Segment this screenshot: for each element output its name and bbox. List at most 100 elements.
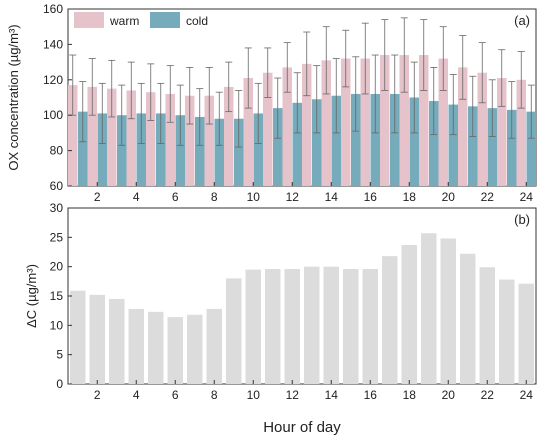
panel-a-y-ticks: 60 80 100 120 140 160 bbox=[43, 2, 72, 193]
bar-delta-c-hour-17 bbox=[382, 256, 398, 384]
legend-swatch-cold bbox=[150, 12, 180, 28]
error-bar-warm-hour-11 bbox=[264, 47, 272, 98]
error-bar-cold-hour-6 bbox=[176, 84, 184, 146]
bar-delta-c-hour-9 bbox=[226, 278, 242, 384]
panel-b-y-tick-label: 0 bbox=[56, 377, 63, 391]
panel-b-x-tick-label: 18 bbox=[403, 388, 417, 402]
error-bar-warm-hour-14 bbox=[322, 26, 330, 95]
bar-cold-hour-12 bbox=[292, 102, 302, 186]
error-bar-cold-hour-15 bbox=[352, 56, 360, 132]
error-bar-cold-hour-13 bbox=[313, 65, 321, 134]
bar-warm-hour-6 bbox=[165, 93, 175, 186]
bar-delta-c-hour-16 bbox=[362, 269, 378, 384]
panel-a-x-tick-label: 6 bbox=[172, 190, 179, 204]
bar-cold-hour-6 bbox=[175, 115, 185, 186]
bar-delta-c-hour-6 bbox=[167, 317, 183, 384]
panel-b-x-tick-label: 4 bbox=[133, 388, 140, 402]
error-bar-warm-hour-17 bbox=[381, 19, 389, 91]
bar-warm-hour-12 bbox=[282, 67, 292, 186]
error-bar-warm-hour-7 bbox=[186, 67, 194, 125]
panel-b-y-axis-title: ΔC (µg/m³) bbox=[24, 264, 39, 328]
error-bar-warm-hour-6 bbox=[166, 65, 174, 123]
panel-a-error-bars bbox=[69, 17, 535, 148]
bar-warm-hour-8 bbox=[204, 95, 214, 186]
bar-delta-c-hour-13 bbox=[304, 266, 320, 384]
error-bar-cold-hour-23 bbox=[508, 81, 516, 139]
bar-delta-c-hour-3 bbox=[109, 298, 125, 384]
error-bar-warm-hour-5 bbox=[147, 63, 155, 121]
panel-b-x-tick-label: 2 bbox=[94, 388, 101, 402]
panel-b-x-tick-label: 8 bbox=[211, 388, 218, 402]
bar-cold-hour-20 bbox=[448, 104, 458, 186]
bar-warm-hour-15 bbox=[341, 58, 351, 187]
bar-delta-c-hour-20 bbox=[440, 238, 456, 384]
bar-warm-hour-17 bbox=[380, 55, 390, 186]
panel-b-x-tick-label: 22 bbox=[481, 388, 495, 402]
bar-cold-hour-10 bbox=[253, 113, 263, 186]
x-axis-title: Hour of day bbox=[263, 419, 341, 436]
bar-cold-hour-15 bbox=[351, 93, 361, 186]
error-bar-warm-hour-23 bbox=[498, 49, 506, 107]
bar-warm-hour-10 bbox=[243, 78, 253, 186]
bar-warm-hour-21 bbox=[458, 67, 468, 186]
bar-warm-hour-2 bbox=[87, 86, 97, 186]
error-bar-warm-hour-13 bbox=[303, 31, 311, 97]
legend-label-cold: cold bbox=[186, 14, 208, 28]
error-bar-warm-hour-9 bbox=[225, 61, 233, 113]
error-bar-warm-hour-4 bbox=[127, 61, 135, 120]
error-bar-cold-hour-19 bbox=[430, 67, 438, 136]
bar-cold-hour-16 bbox=[370, 93, 380, 186]
bar-delta-c-hour-5 bbox=[148, 311, 164, 384]
bar-delta-c-hour-24 bbox=[518, 283, 534, 384]
bar-delta-c-hour-11 bbox=[265, 269, 281, 384]
bar-delta-c-hour-23 bbox=[499, 279, 515, 384]
panel-b-x-tick-label: 24 bbox=[520, 388, 534, 402]
bar-warm-hour-23 bbox=[497, 78, 507, 186]
legend-swatch-warm bbox=[74, 12, 104, 28]
bar-delta-c-hour-2 bbox=[89, 294, 105, 384]
bar-warm-hour-9 bbox=[224, 86, 234, 186]
error-bar-warm-hour-18 bbox=[400, 17, 408, 93]
bar-cold-hour-11 bbox=[273, 108, 283, 186]
bar-cold-hour-14 bbox=[331, 95, 341, 186]
panel-b-y-tick-label: 30 bbox=[50, 201, 64, 215]
bar-warm-hour-19 bbox=[419, 55, 429, 186]
error-bar-cold-hour-21 bbox=[469, 75, 477, 137]
error-bar-cold-hour-12 bbox=[293, 72, 301, 134]
panel-b-label: (b) bbox=[514, 212, 530, 227]
panel-a-y-tick-label: 160 bbox=[43, 2, 63, 16]
bar-warm-hour-18 bbox=[399, 55, 409, 186]
panel-b-x-tick-label: 14 bbox=[325, 388, 339, 402]
panel-b-x-tick-label: 6 bbox=[172, 388, 179, 402]
bar-delta-c-hour-14 bbox=[323, 266, 339, 384]
bar-warm-hour-1 bbox=[68, 85, 78, 186]
panel-a-x-tick-label: 16 bbox=[364, 190, 378, 204]
bar-warm-hour-7 bbox=[185, 95, 195, 186]
bar-cold-hour-3 bbox=[117, 115, 127, 186]
bar-delta-c-hour-21 bbox=[460, 253, 476, 384]
panel-b-x-tick-label: 12 bbox=[286, 388, 300, 402]
error-bar-cold-hour-24 bbox=[527, 84, 535, 139]
error-bar-cold-hour-14 bbox=[332, 58, 340, 134]
bar-warm-hour-14 bbox=[321, 60, 331, 186]
bar-cold-hour-7 bbox=[195, 116, 205, 186]
bar-cold-hour-2 bbox=[97, 113, 107, 186]
bar-cold-hour-13 bbox=[312, 99, 322, 186]
bar-cold-hour-5 bbox=[156, 113, 166, 186]
bar-delta-c-hour-7 bbox=[187, 314, 203, 384]
error-bar-cold-hour-17 bbox=[391, 54, 399, 134]
bar-warm-hour-4 bbox=[126, 90, 136, 186]
panel-a-x-tick-label: 20 bbox=[442, 190, 456, 204]
bar-cold-hour-8 bbox=[214, 118, 224, 186]
panel-b-x-tick-label: 20 bbox=[442, 388, 456, 402]
panel-a-y-tick-label: 100 bbox=[43, 108, 63, 122]
bar-warm-hour-3 bbox=[107, 88, 117, 186]
error-bar-warm-hour-10 bbox=[244, 47, 252, 109]
panel-a-x-tick-label: 10 bbox=[247, 190, 261, 204]
error-bar-cold-hour-20 bbox=[449, 74, 457, 136]
bar-warm-hour-11 bbox=[263, 72, 273, 186]
bar-warm-hour-22 bbox=[477, 72, 487, 186]
bar-cold-hour-1 bbox=[78, 111, 88, 186]
